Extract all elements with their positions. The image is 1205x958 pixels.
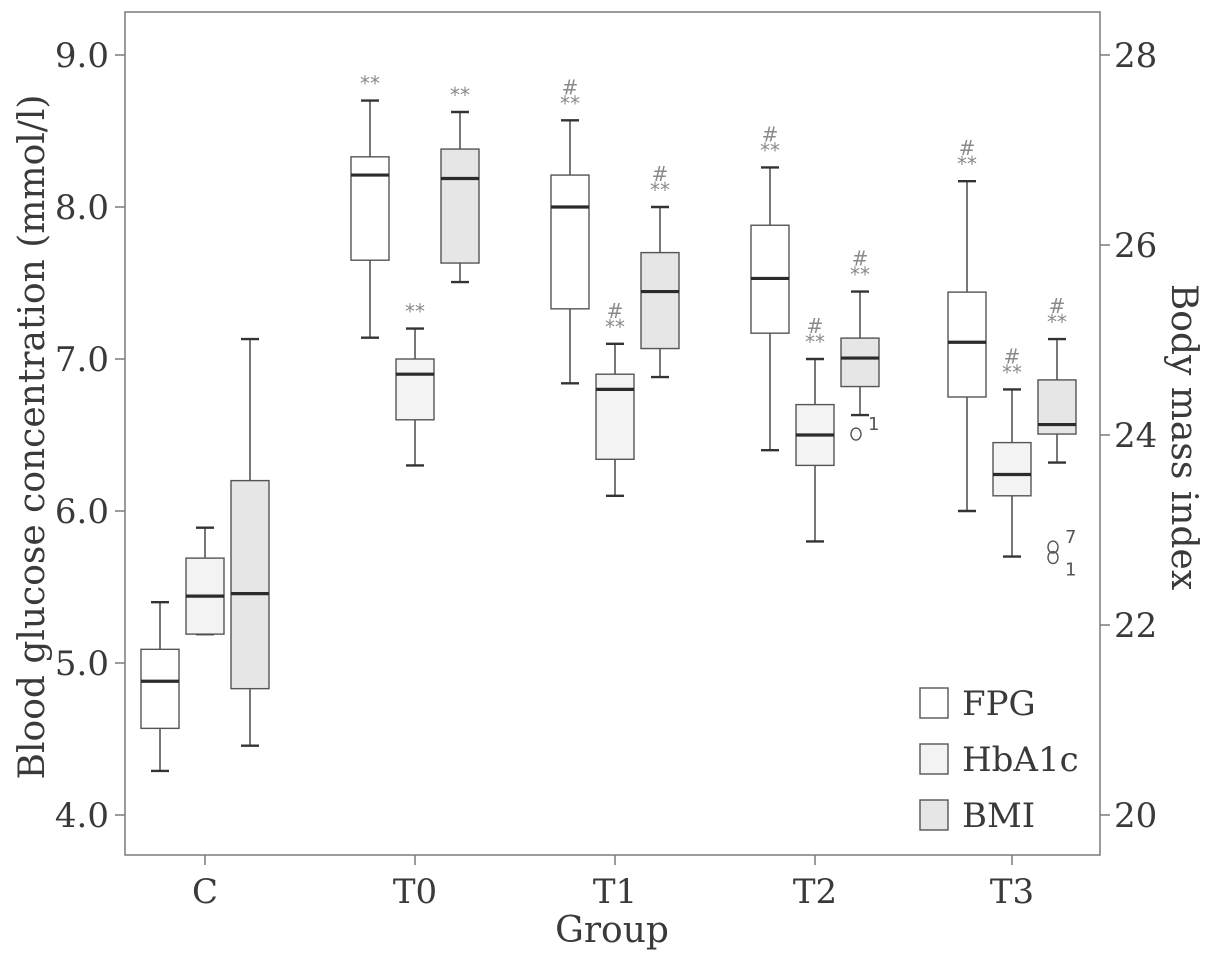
significance-stars: ** xyxy=(405,300,425,324)
significance-hash: # xyxy=(607,299,624,323)
left-tick-label: 6.0 xyxy=(55,492,109,532)
box-hba1c-t2: **# xyxy=(795,314,835,543)
x-tick-label: T0 xyxy=(393,872,437,912)
box-iqr xyxy=(595,373,635,461)
right-tick-label: 24 xyxy=(1114,416,1157,456)
box-bmi-t1: **# xyxy=(640,162,680,379)
box-iqr xyxy=(440,148,480,264)
box-bmi-t0: ** xyxy=(440,83,480,284)
legend-swatch-fpg xyxy=(919,687,949,719)
x-tick-label: T2 xyxy=(793,872,837,912)
x-tick-label: C xyxy=(192,872,218,912)
legend-label-bmi: BMI xyxy=(962,796,1035,836)
significance-stars: ** xyxy=(1002,360,1022,384)
x-axis-title: Group xyxy=(555,910,669,951)
left-tick-label: 7.0 xyxy=(55,340,109,380)
box-fpg-t2: **# xyxy=(750,122,790,452)
outlier-label: 1 xyxy=(868,414,879,435)
significance-hash: # xyxy=(1049,294,1066,318)
box-iqr xyxy=(992,441,1032,497)
outlier-point xyxy=(1047,540,1059,554)
left-tick-label: 8.0 xyxy=(55,188,109,228)
legend: FPG HbA1c BMI xyxy=(919,684,1079,836)
significance-hash: # xyxy=(852,247,869,271)
significance-stars: ** xyxy=(450,83,470,107)
legend-swatch-hba1c xyxy=(919,743,949,775)
right-axis-title: Body mass index xyxy=(1163,284,1204,590)
outlier-point xyxy=(850,427,862,441)
significance-stars: ** xyxy=(850,263,870,287)
left-tick-label: 9.0 xyxy=(55,36,109,76)
box-bmi-t2: **#1 xyxy=(840,247,880,441)
legend-label-hba1c: HbA1c xyxy=(962,740,1079,780)
box-iqr xyxy=(640,251,680,350)
box-hba1c-c xyxy=(185,526,225,636)
legend-swatch-bmi xyxy=(919,799,949,831)
outlier-label: 1 xyxy=(1065,560,1076,581)
boxes-layer: ****#**#**#****#**#**#****#**#1**#71 xyxy=(140,72,1077,773)
significance-hash: # xyxy=(652,162,669,186)
x-tick-label: T1 xyxy=(593,872,637,912)
right-tick-label: 28 xyxy=(1114,36,1157,76)
right-axis: 20 22 24 26 28 xyxy=(1100,36,1157,836)
box-bmi-c xyxy=(230,337,270,747)
significance-stars: ** xyxy=(605,315,625,339)
box-iqr xyxy=(840,337,880,388)
significance-stars: ** xyxy=(805,330,825,354)
right-tick-label: 20 xyxy=(1114,796,1157,836)
significance-hash: # xyxy=(1004,344,1021,368)
right-tick-label: 22 xyxy=(1114,606,1157,646)
significance-hash: # xyxy=(807,314,824,338)
left-tick-label: 4.0 xyxy=(55,796,109,836)
box-hba1c-t0: ** xyxy=(395,300,435,467)
box-fpg-t1: **# xyxy=(550,75,590,385)
left-axis-title: Blood glucose concentration (mmol/l) xyxy=(12,95,53,780)
significance-hash: # xyxy=(762,122,779,146)
outlier-label: 7 xyxy=(1065,527,1076,548)
significance-stars: ** xyxy=(560,91,580,115)
significance-stars: ** xyxy=(360,72,380,96)
box-hba1c-t3: **# xyxy=(992,344,1032,558)
legend-label-fpg: FPG xyxy=(962,684,1036,724)
left-axis: 4.0 5.0 6.0 7.0 8.0 9.0 xyxy=(55,36,125,836)
significance-hash: # xyxy=(959,136,976,160)
significance-stars: ** xyxy=(650,178,670,202)
box-iqr xyxy=(550,174,590,310)
box-fpg-t3: **# xyxy=(947,136,987,513)
box-iqr xyxy=(350,156,390,261)
significance-hash: # xyxy=(562,75,579,99)
significance-stars: ** xyxy=(1047,310,1067,334)
x-tick-label: T3 xyxy=(990,872,1034,912)
box-fpg-c xyxy=(140,601,180,773)
right-tick-label: 26 xyxy=(1114,226,1157,266)
box-iqr xyxy=(947,291,987,398)
left-tick-label: 5.0 xyxy=(55,644,109,684)
significance-stars: ** xyxy=(760,138,780,162)
box-iqr xyxy=(230,479,270,690)
box-iqr xyxy=(140,648,180,730)
significance-stars: ** xyxy=(957,152,977,176)
box-hba1c-t1: **# xyxy=(595,299,635,497)
outlier-point xyxy=(1047,550,1059,565)
box-bmi-t3: **#7 1 xyxy=(1037,294,1077,581)
box-fpg-t0: ** xyxy=(350,72,390,339)
x-axis: C T0 T1 T2 T3 xyxy=(192,855,1034,912)
box-iqr xyxy=(395,358,435,421)
